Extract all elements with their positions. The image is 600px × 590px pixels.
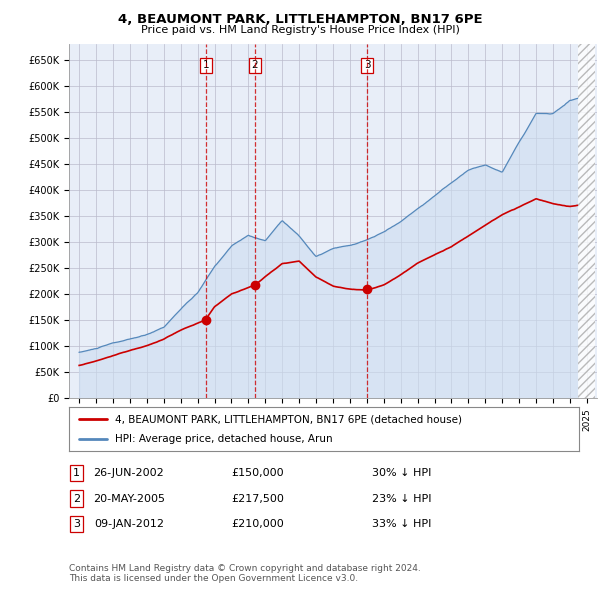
Text: £210,000: £210,000: [232, 519, 284, 529]
Text: 4, BEAUMONT PARK, LITTLEHAMPTON, BN17 6PE (detached house): 4, BEAUMONT PARK, LITTLEHAMPTON, BN17 6P…: [115, 414, 462, 424]
Text: Price paid vs. HM Land Registry's House Price Index (HPI): Price paid vs. HM Land Registry's House …: [140, 25, 460, 35]
Text: 3: 3: [364, 60, 371, 70]
Text: 4, BEAUMONT PARK, LITTLEHAMPTON, BN17 6PE: 4, BEAUMONT PARK, LITTLEHAMPTON, BN17 6P…: [118, 13, 482, 26]
Text: 33% ↓ HPI: 33% ↓ HPI: [372, 519, 431, 529]
Text: 26-JUN-2002: 26-JUN-2002: [94, 468, 164, 478]
Text: Contains HM Land Registry data © Crown copyright and database right 2024.: Contains HM Land Registry data © Crown c…: [69, 565, 421, 573]
Text: 20-MAY-2005: 20-MAY-2005: [93, 494, 165, 503]
Text: 2: 2: [251, 60, 258, 70]
Text: 09-JAN-2012: 09-JAN-2012: [94, 519, 164, 529]
Text: 30% ↓ HPI: 30% ↓ HPI: [372, 468, 431, 478]
Text: 1: 1: [202, 60, 209, 70]
Text: 23% ↓ HPI: 23% ↓ HPI: [372, 494, 431, 503]
Text: This data is licensed under the Open Government Licence v3.0.: This data is licensed under the Open Gov…: [69, 574, 358, 583]
Text: 1: 1: [73, 468, 80, 478]
Text: HPI: Average price, detached house, Arun: HPI: Average price, detached house, Arun: [115, 434, 332, 444]
Text: 3: 3: [73, 519, 80, 529]
Text: £150,000: £150,000: [232, 468, 284, 478]
Text: £217,500: £217,500: [232, 494, 284, 503]
Text: 2: 2: [73, 494, 80, 503]
